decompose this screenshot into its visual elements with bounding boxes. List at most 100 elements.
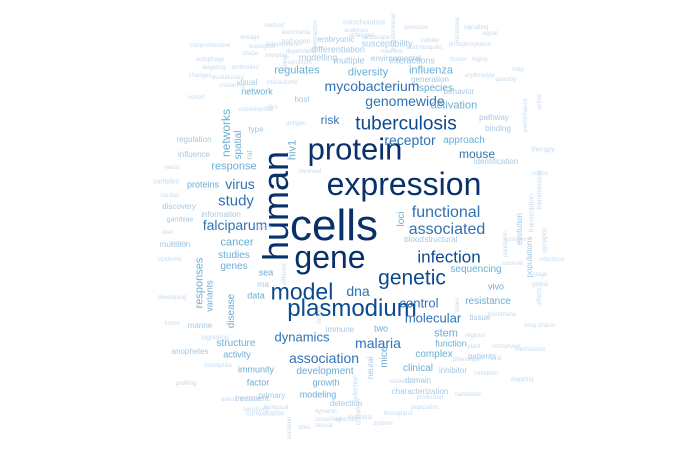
- cloud-word-viral: viral: [490, 356, 502, 362]
- cloud-word-risk: risk: [320, 113, 340, 127]
- cloud-word-yeast: yeast: [164, 165, 180, 171]
- cloud-word-system: system: [373, 421, 393, 427]
- cloud-word-diversity: diversity: [347, 66, 389, 79]
- cloud-word-loci: loci: [396, 211, 407, 227]
- cloud-word-inhibition: inhibition: [474, 371, 498, 377]
- cloud-word-vitro: vitro: [266, 105, 278, 111]
- cloud-word-targeting: targeting: [202, 65, 226, 71]
- cloud-word-cells: cells: [289, 201, 379, 250]
- cloud-word-multiple: multiple: [333, 55, 365, 66]
- cloud-word-signal: signal: [482, 31, 498, 37]
- cloud-word-human: human: [255, 150, 296, 262]
- cloud-word-factor: factor: [246, 377, 270, 388]
- cloud-word-two: two: [373, 323, 389, 334]
- cloud-word-dynamic: dynamic: [314, 409, 338, 415]
- cloud-word-map: map: [512, 67, 524, 73]
- cloud-word-proteins: proteins: [186, 179, 220, 190]
- cloud-word-acid: acid: [406, 45, 418, 51]
- cloud-word-characterization: characterization: [391, 387, 449, 396]
- cloud-word-therapy: therapy: [531, 146, 555, 154]
- cloud-word-synaptic: synaptic: [541, 227, 549, 253]
- cloud-word-susceptibility: susceptibility: [361, 38, 413, 49]
- cloud-word-cohort: cohort: [187, 95, 205, 101]
- cloud-word-mouse: mouse: [458, 147, 496, 161]
- cloud-word-regions: regions: [465, 333, 485, 339]
- cloud-word-cluster: cluster: [449, 57, 467, 63]
- cloud-word-leishmania: leishmania: [281, 30, 311, 36]
- cloud-word-independent: independent: [265, 42, 299, 48]
- cloud-word-effects: effects: [537, 287, 543, 305]
- cloud-word-network: network: [241, 86, 273, 97]
- cloud-word-lineage: lineage: [240, 35, 260, 41]
- cloud-word-embryonic: embryonic: [317, 35, 355, 44]
- cloud-word-infected: infected: [335, 417, 357, 423]
- cloud-word-pressure: pressure: [404, 25, 428, 31]
- cloud-word-method: method: [263, 23, 285, 29]
- cloud-word-sensitivity: sensitivity: [242, 407, 270, 413]
- cloud-word-molecular: molecular: [404, 310, 462, 326]
- cloud-word-function: function: [435, 338, 467, 349]
- cloud-word-ecological: ecological: [248, 44, 276, 50]
- cloud-word-information: information: [201, 210, 241, 219]
- cloud-word-mutation: mutation: [159, 240, 191, 249]
- cloud-word-cardiac: cardiac: [160, 193, 180, 199]
- cloud-word-analyses: analyses: [344, 28, 368, 34]
- cloud-word-generation: generation: [411, 75, 449, 84]
- cloud-word-impact: impact: [169, 241, 187, 247]
- cloud-word-interactome: interactome: [266, 80, 298, 86]
- cloud-word-vivo: vivo: [487, 281, 505, 292]
- cloud-word-different: different: [282, 263, 288, 285]
- cloud-word-clinical: clinical: [402, 363, 434, 374]
- cloud-word-functional: functional: [411, 204, 481, 221]
- cloud-word-sites: sites: [297, 425, 311, 431]
- cloud-word-evolutionary: evolutionary: [211, 75, 245, 81]
- cloud-word-networks: networks: [219, 108, 233, 158]
- cloud-word-landscape: landscape: [362, 35, 390, 41]
- cloud-word-host: host: [294, 95, 310, 104]
- cloud-word-essential: essential: [390, 379, 414, 385]
- cloud-word-symbiont: symbiont: [287, 60, 313, 66]
- cloud-word-structural: structural: [424, 235, 458, 244]
- cloud-word-growth: growth: [312, 377, 340, 388]
- cloud-word-epidemic: epidemic: [157, 257, 183, 263]
- cloud-word-tuberculosis: tuberculosis: [355, 113, 457, 135]
- cloud-word-systems: systems: [503, 237, 527, 243]
- cloud-word-sexual: sexual: [315, 423, 333, 429]
- cloud-word-population: population: [411, 405, 439, 411]
- cloud-word-pandemic: pandemic: [503, 230, 509, 258]
- cloud-word-mitochondrial: mitochondrial: [343, 19, 385, 27]
- cloud-word-marine: marine: [187, 321, 213, 330]
- cloud-word-hiv1: hiv1: [286, 139, 299, 161]
- cloud-word-pathway: pathway: [479, 113, 509, 122]
- cloud-word-infection: infection: [417, 247, 481, 267]
- cloud-word-anopheles: anopheles: [171, 347, 209, 356]
- cloud-word-liver: liver: [162, 230, 174, 236]
- cloud-word-control: control: [399, 295, 439, 311]
- cloud-word-signaling: signaling: [201, 334, 229, 342]
- cloud-word-mice: mice: [379, 346, 390, 368]
- cloud-word-mycobacterium: mycobacterium: [324, 78, 420, 94]
- cloud-word-experimental: experimental: [238, 107, 274, 113]
- cloud-word-influence: influence: [177, 150, 211, 159]
- cloud-word-complex: complex: [415, 349, 453, 360]
- cloud-word-falciparum: falciparum: [202, 217, 268, 233]
- cloud-word-genetic: genetic: [378, 266, 446, 290]
- cloud-word-infectious: infectious: [539, 257, 565, 263]
- cloud-word-protection: protection: [416, 395, 444, 401]
- cloud-word-treatment: treatment: [235, 394, 269, 403]
- cloud-word-changes: changes: [188, 73, 212, 79]
- cloud-word-model: model: [270, 278, 334, 305]
- cloud-word-modelling: modelling: [298, 52, 338, 63]
- cloud-word-sequencing: sequencing: [450, 264, 502, 275]
- cloud-word-immune: immune: [325, 325, 355, 334]
- cloud-word-drosophila: drosophila: [204, 363, 232, 369]
- cloud-word-quantity: quantity: [495, 77, 517, 83]
- cloud-word-gambiae: gambiae: [166, 216, 194, 224]
- cloud-word-mutations: mutations: [455, 16, 461, 44]
- cloud-word-receptor: receptor: [384, 132, 436, 148]
- cloud-word-activity: activity: [223, 349, 251, 360]
- cloud-word-developing: developing: [157, 295, 187, 301]
- cloud-word-common: common: [355, 398, 363, 426]
- cloud-word-discovery: discovery: [162, 202, 196, 211]
- cloud-word-disease: disease: [226, 293, 237, 329]
